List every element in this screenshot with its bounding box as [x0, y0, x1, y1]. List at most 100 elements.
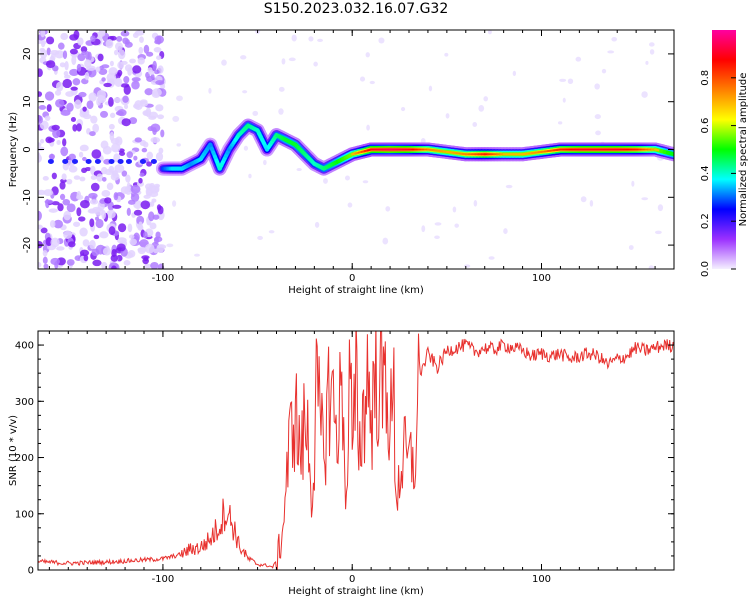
snr-ytick-label: 200 — [15, 453, 34, 464]
noise-blob — [153, 47, 162, 53]
noise-blob — [138, 177, 143, 184]
noise-blob — [472, 121, 478, 127]
noise-blob — [89, 199, 99, 205]
noise-blob — [444, 52, 449, 57]
noise-blob — [366, 124, 370, 131]
noise-blob — [155, 231, 161, 239]
snr-ylabel: SNR (10 * v/v) — [8, 415, 19, 486]
noise-blob — [90, 35, 96, 42]
noise-blob — [113, 192, 119, 201]
noise-blob — [101, 77, 106, 82]
noise-blob — [49, 220, 56, 228]
noise-blob — [73, 221, 81, 227]
noise-blob — [38, 68, 43, 77]
noise-blob — [76, 207, 82, 217]
noise-blob — [141, 147, 148, 153]
noise-blob — [40, 227, 48, 234]
noise-blob — [445, 113, 450, 119]
noise-blob — [92, 123, 100, 133]
noise-blob — [114, 77, 123, 88]
noise-blob — [176, 143, 181, 147]
noise-blob — [365, 52, 370, 58]
noise-blob — [74, 99, 82, 110]
noise-blob — [133, 155, 138, 161]
noise-blob — [132, 65, 142, 74]
noise-blob — [611, 36, 618, 42]
noise-blob — [96, 97, 101, 106]
noise-blob — [38, 146, 45, 151]
noise-blob — [155, 80, 165, 86]
noise-blob — [641, 197, 649, 201]
noise-blob — [628, 245, 634, 250]
noise-blob — [120, 83, 130, 88]
noise-blob — [69, 48, 78, 55]
noise-blob — [57, 203, 64, 212]
noise-blob — [648, 42, 655, 47]
noise-blob — [488, 256, 495, 260]
noise-blob — [649, 49, 655, 55]
spec-ylabel: Frequency (Hz) — [8, 112, 19, 188]
noise-blob — [154, 185, 160, 193]
noise-blob — [81, 167, 88, 174]
noise-blob — [60, 109, 71, 116]
noise-blob — [71, 55, 77, 66]
noise-blob — [136, 215, 145, 225]
noise-blob — [63, 230, 73, 239]
noise-blob — [127, 67, 132, 76]
noise-blob — [143, 231, 148, 239]
noise-blob — [113, 97, 122, 103]
noise-blob — [129, 117, 138, 125]
noise-blob — [44, 115, 51, 121]
noise-blob — [110, 172, 120, 181]
spec-ytick-label: 0 — [22, 146, 33, 152]
noise-blob — [505, 184, 513, 189]
noise-blob — [452, 206, 457, 213]
noise-blob — [104, 197, 112, 204]
noise-blob — [156, 55, 162, 60]
ridge-clump — [139, 158, 146, 164]
noise-blob — [143, 256, 149, 262]
noise-blob — [91, 149, 102, 159]
noise-blob — [122, 95, 129, 103]
noise-blob — [89, 239, 96, 250]
colorbar-tick-label: 0.6 — [700, 118, 711, 134]
noise-blob — [317, 38, 323, 42]
noise-blob — [137, 57, 145, 65]
spectrogram-image — [38, 30, 674, 269]
colorbar-label: Normalized spectral amplitude — [738, 73, 749, 227]
noise-blob — [46, 104, 52, 112]
spec-xtick-label: 0 — [349, 273, 355, 284]
noise-blob — [120, 30, 130, 37]
noise-blob — [40, 30, 46, 38]
noise-blob — [95, 66, 101, 73]
noise-blob — [69, 68, 79, 77]
noise-blob — [51, 201, 60, 206]
noise-blob — [62, 50, 68, 60]
noise-blob — [308, 36, 314, 42]
noise-blob — [166, 243, 174, 248]
noise-blob — [54, 89, 62, 96]
noise-blob — [38, 142, 42, 147]
noise-blob — [268, 230, 275, 234]
noise-blob — [72, 124, 78, 132]
noise-blob — [139, 36, 144, 43]
noise-blob — [66, 203, 76, 213]
noise-blob — [78, 216, 86, 222]
noise-blob — [44, 199, 54, 204]
noise-blob — [95, 31, 106, 38]
noise-blob — [594, 114, 601, 120]
snr-ytick-label: 100 — [15, 509, 34, 520]
noise-blob — [96, 89, 106, 100]
noise-blob — [146, 161, 153, 167]
noise-blob — [118, 49, 126, 60]
noise-blob — [76, 191, 82, 199]
snr-xtick-label: 100 — [532, 574, 551, 585]
ridge-segment — [668, 151, 674, 157]
noise-blob — [150, 261, 159, 269]
noise-blob — [42, 176, 49, 181]
noise-blob — [263, 159, 267, 166]
noise-blob — [38, 91, 43, 97]
noise-blob — [88, 208, 95, 214]
noise-blob — [108, 165, 115, 173]
